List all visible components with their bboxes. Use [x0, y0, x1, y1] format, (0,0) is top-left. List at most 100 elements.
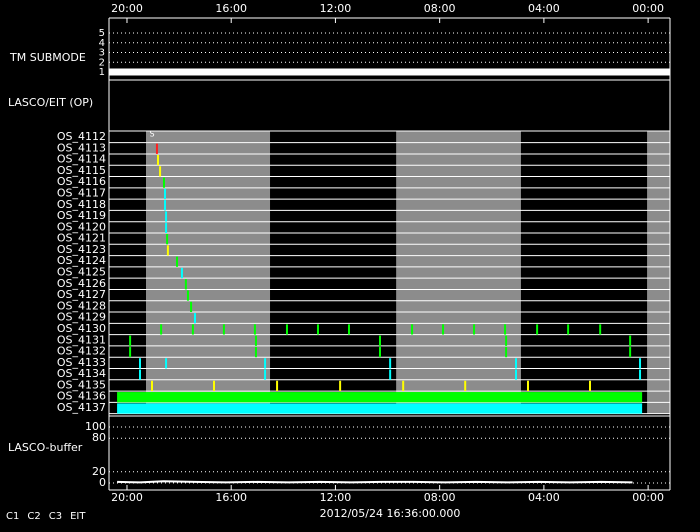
row-label: OS_4130 — [57, 322, 106, 335]
row-label: OS_4119 — [57, 209, 106, 222]
event-mark — [599, 324, 602, 335]
event-mark — [186, 290, 189, 301]
row-label: OS_4124 — [57, 254, 106, 267]
x-tick-label: 20:00 — [111, 2, 143, 15]
x-tick-label: 20:00 — [111, 491, 143, 504]
row-label: OS_4114 — [57, 153, 106, 166]
x-tick-label: 04:00 — [528, 2, 560, 15]
event-mark — [389, 369, 392, 380]
row-label: OS_4123 — [57, 243, 106, 256]
x-tick-label: 12:00 — [320, 2, 352, 15]
event-mark — [402, 380, 405, 392]
annotation: S — [149, 130, 154, 139]
event-mark — [505, 346, 508, 358]
legend-entry: C1 — [6, 511, 19, 522]
x-tick-label: 08:00 — [424, 491, 456, 504]
event-mark — [159, 166, 162, 177]
event-span — [117, 392, 643, 403]
x-tick-label: 00:00 — [632, 491, 664, 504]
event-mark — [253, 324, 256, 335]
event-mark — [156, 154, 159, 166]
event-mark — [464, 380, 467, 392]
event-mark — [254, 346, 257, 358]
event-mark — [165, 222, 168, 233]
row-label: OS_4121 — [57, 232, 106, 245]
x-tick-label: 12:00 — [320, 491, 352, 504]
event-mark — [150, 380, 153, 392]
event-mark — [213, 380, 216, 392]
event-mark — [389, 358, 392, 369]
event-mark — [378, 335, 381, 346]
row-label: OS_4132 — [57, 345, 106, 358]
x-tick-label: 16:00 — [215, 491, 247, 504]
event-mark — [165, 358, 168, 369]
event-mark — [515, 358, 518, 369]
event-mark — [515, 369, 518, 380]
event-mark — [191, 324, 194, 335]
event-mark — [589, 380, 592, 392]
event-mark — [639, 358, 642, 369]
row-label: OS_4131 — [57, 333, 106, 346]
legend-entry: EIT — [70, 511, 86, 522]
event-mark — [316, 324, 319, 335]
event-mark — [442, 324, 445, 335]
event-mark — [264, 358, 267, 369]
lasco-label: LASCO/EIT (OP) — [8, 96, 93, 109]
x-tick-label: 08:00 — [424, 2, 456, 15]
event-mark — [164, 200, 167, 211]
event-mark — [164, 188, 167, 200]
event-mark — [567, 324, 570, 335]
buffer-tick-label: 100 — [85, 420, 106, 433]
event-mark — [629, 346, 632, 358]
event-mark — [129, 346, 132, 358]
event-mark — [264, 369, 267, 380]
event-mark — [180, 267, 183, 279]
event-mark — [190, 301, 193, 313]
event-mark — [378, 346, 381, 358]
row-label: OS_4125 — [57, 266, 106, 279]
event-mark — [411, 324, 414, 335]
event-mark — [536, 324, 539, 335]
row-label: OS_4129 — [57, 311, 106, 324]
submode-tick-label: 5 — [99, 28, 105, 39]
buffer-tick-label: 80 — [92, 431, 106, 444]
event-mark — [176, 256, 179, 267]
night-shading — [396, 131, 521, 414]
row-label: OS_4137 — [57, 401, 106, 414]
event-mark — [155, 143, 158, 154]
event-mark — [193, 313, 196, 324]
row-label: OS_4126 — [57, 277, 106, 290]
event-mark — [139, 369, 142, 380]
night-shading — [647, 131, 670, 414]
row-label: OS_4134 — [57, 367, 106, 380]
buffer-tick-label: 0 — [99, 476, 106, 489]
event-mark — [526, 380, 529, 392]
event-mark — [639, 369, 642, 380]
row-label: OS_4118 — [57, 198, 106, 211]
legend-entry: C2 — [27, 511, 40, 522]
row-label: OS_4115 — [57, 164, 106, 177]
event-mark — [129, 335, 132, 346]
buffer-label: LASCO-buffer — [8, 441, 83, 454]
row-label: OS_4113 — [57, 141, 106, 154]
event-mark — [339, 380, 342, 392]
event-span — [117, 403, 643, 414]
x-tick-label: 00:00 — [632, 2, 664, 15]
x-tick-label: 04:00 — [528, 491, 560, 504]
event-mark — [165, 211, 168, 222]
event-mark — [629, 335, 632, 346]
row-label: OS_4136 — [57, 390, 106, 403]
event-mark — [166, 245, 169, 256]
row-label: OS_4135 — [57, 378, 106, 391]
row-label: OS_4117 — [57, 186, 106, 199]
event-mark — [166, 233, 169, 245]
row-label: OS_4128 — [57, 299, 106, 312]
submode-bar — [109, 68, 670, 76]
event-mark — [162, 177, 165, 188]
event-mark — [504, 324, 507, 335]
event-mark — [139, 358, 142, 369]
night-shading — [146, 131, 271, 414]
event-mark — [254, 335, 257, 346]
